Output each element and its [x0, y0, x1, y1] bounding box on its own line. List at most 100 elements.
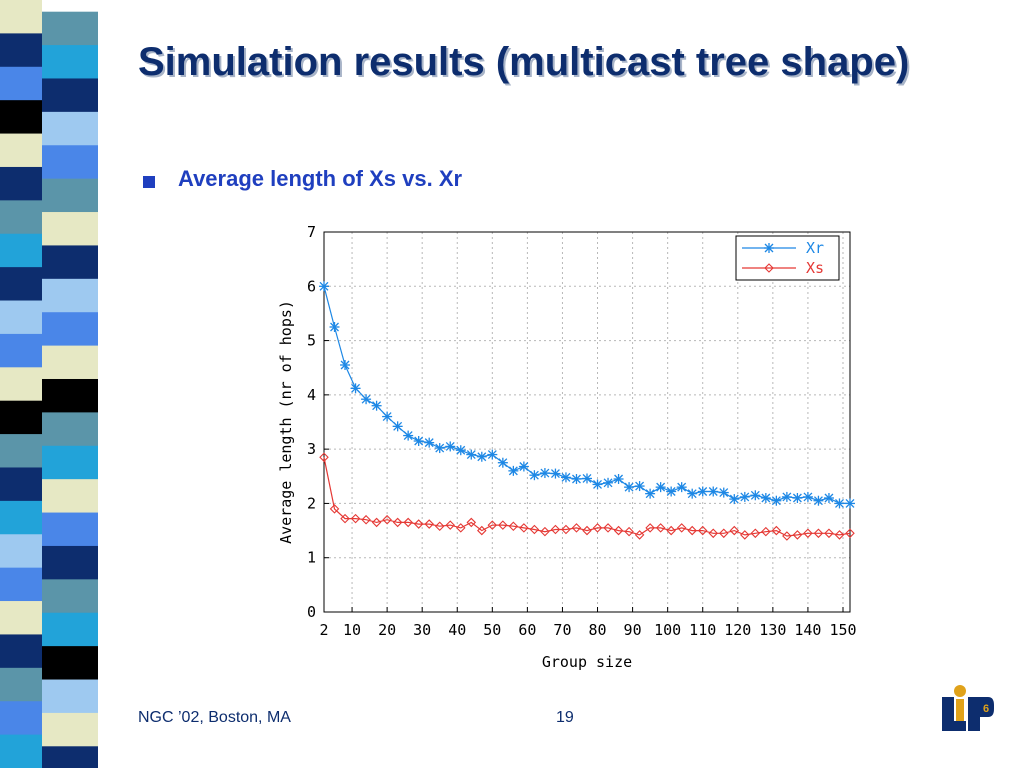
- data-point-star: [708, 486, 719, 497]
- data-point-star: [382, 411, 393, 422]
- data-point-diamond: [813, 528, 824, 539]
- data-point-star: [518, 461, 529, 472]
- data-point-star: [592, 479, 603, 490]
- data-point-diamond: [687, 525, 697, 536]
- data-point-star: [455, 445, 466, 456]
- data-point-star: [760, 493, 771, 503]
- data-point-star: [697, 486, 708, 497]
- data-point-diamond: [603, 523, 613, 533]
- stripe-block: [42, 245, 98, 280]
- y-axis-label: Average length (nr of hops): [277, 300, 295, 544]
- data-point-star: [571, 474, 582, 484]
- legend-label-xr: Xr: [806, 239, 824, 257]
- data-point-star: [487, 449, 498, 460]
- stripe-block: [42, 445, 98, 481]
- data-point-star: [424, 437, 435, 448]
- series-line-xs: [323, 457, 851, 537]
- stripe-block: [0, 367, 42, 402]
- x-tick-label: 10: [343, 621, 361, 639]
- stripe-block: [42, 278, 98, 314]
- stripe-block: [0, 534, 42, 569]
- data-point-diamond: [729, 525, 740, 536]
- y-tick-label: 6: [307, 277, 316, 295]
- data-point-star: [771, 495, 782, 506]
- stripe-block: [0, 233, 42, 269]
- data-point-diamond: [740, 530, 750, 540]
- data-point-diamond: [764, 263, 774, 273]
- y-tick-label: 3: [307, 440, 316, 458]
- stripe-block: [42, 145, 98, 180]
- bullet-square-icon: [143, 176, 155, 188]
- data-point-diamond: [477, 525, 487, 536]
- data-point-star: [434, 443, 445, 454]
- data-point-star: [582, 473, 592, 484]
- data-point-star: [834, 498, 845, 509]
- data-point-diamond: [340, 513, 350, 524]
- data-point-star: [371, 400, 382, 411]
- y-tick-label: 0: [307, 603, 316, 621]
- data-point-diamond: [529, 524, 540, 535]
- data-point-star: [813, 495, 824, 506]
- data-point-star: [529, 470, 540, 481]
- data-point-diamond: [708, 528, 719, 539]
- stripe-block: [0, 634, 42, 669]
- data-point-star: [340, 360, 351, 370]
- data-point-diamond: [540, 526, 550, 537]
- x-tick-label: 110: [689, 621, 716, 639]
- data-point-star: [508, 465, 519, 476]
- data-point-star: [319, 281, 329, 292]
- stripe-block: [0, 467, 42, 502]
- plot-frame: [323, 231, 851, 613]
- data-point-diamond: [498, 520, 508, 530]
- data-point-star: [764, 243, 774, 253]
- data-point-star: [687, 488, 698, 499]
- y-tick-label: 7: [307, 223, 316, 241]
- data-point-star: [350, 383, 361, 394]
- stripe-block: [42, 545, 98, 581]
- bullet-text: Average length of Xs vs. Xr: [178, 166, 463, 191]
- data-point-star: [718, 487, 729, 498]
- legend-box: [735, 235, 840, 281]
- data-point-diamond: [655, 523, 666, 533]
- data-point-diamond: [466, 517, 477, 528]
- x-tick-label: 20: [378, 621, 396, 639]
- data-point-diamond: [571, 523, 582, 533]
- stripe-block: [42, 345, 98, 380]
- data-point-star: [413, 436, 424, 446]
- stripe-block: [0, 667, 42, 703]
- data-point-diamond: [676, 523, 687, 533]
- data-point-star: [539, 468, 550, 479]
- data-point-diamond: [434, 521, 445, 532]
- decorative-stripe: [0, 0, 104, 768]
- data-point-diamond: [582, 525, 592, 536]
- data-point-star: [792, 493, 803, 503]
- data-point-star: [403, 430, 414, 441]
- data-point-diamond: [361, 514, 371, 525]
- x-tick-label: 120: [724, 621, 751, 639]
- stripe-block: [42, 512, 98, 547]
- data-point-diamond: [350, 513, 361, 524]
- data-point-diamond: [424, 519, 434, 529]
- data-point-diamond: [845, 528, 855, 539]
- data-point-diamond: [718, 528, 729, 539]
- data-point-diamond: [319, 452, 329, 463]
- stripe-block: [42, 378, 98, 414]
- stripe-block: [0, 333, 42, 369]
- data-point-diamond: [519, 523, 529, 533]
- data-point-diamond: [634, 530, 645, 540]
- stripe-block: [0, 701, 42, 736]
- x-tick-label: 30: [413, 621, 431, 639]
- stripe-block: [0, 267, 42, 302]
- data-point-star: [729, 494, 740, 505]
- data-point-diamond: [750, 528, 761, 539]
- data-point-diamond: [613, 525, 624, 536]
- data-point-diamond: [782, 531, 792, 541]
- data-point-star: [645, 488, 656, 499]
- data-point-diamond: [803, 528, 813, 539]
- data-point-star: [603, 477, 614, 488]
- x-tick-label: 70: [553, 621, 571, 639]
- data-point-star: [845, 498, 855, 509]
- data-point-diamond: [761, 526, 771, 537]
- data-point-diamond: [487, 520, 498, 530]
- stripe-block: [42, 212, 98, 247]
